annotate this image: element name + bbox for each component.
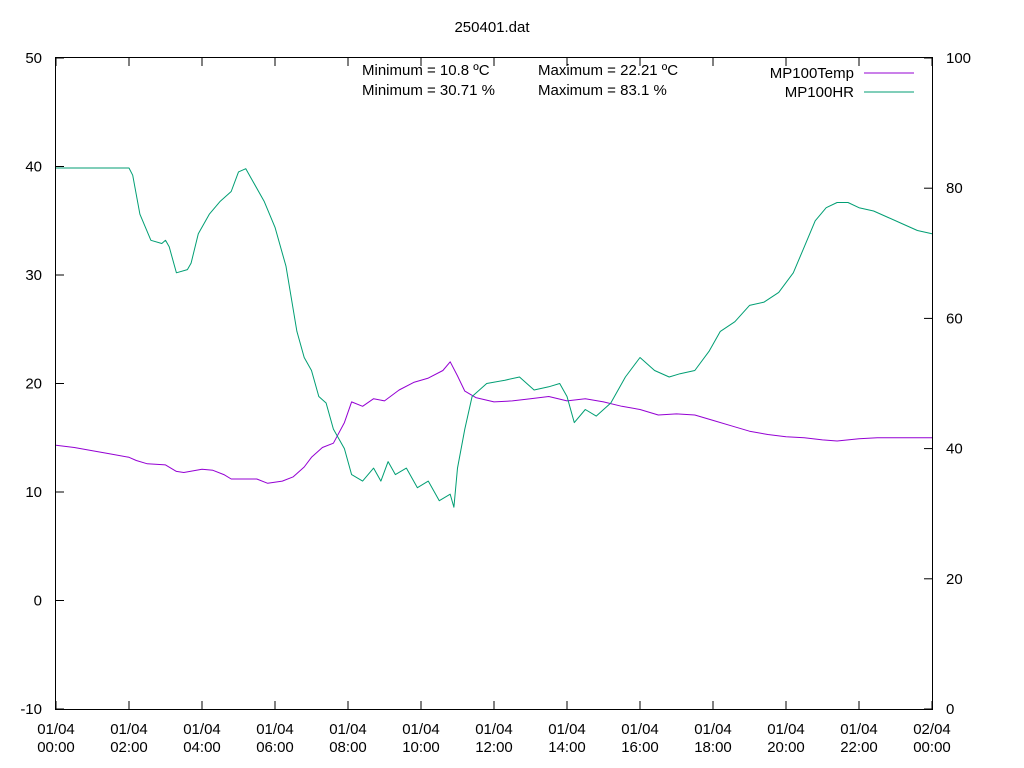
x-tick-label-time: 00:00 [913,739,951,756]
x-tick-label-date: 01/04 [110,721,148,738]
x-tick-label-date: 01/04 [37,721,75,738]
y-right-tick-label: 0 [946,701,954,718]
x-tick-label-date: 02/04 [913,721,951,738]
x-tick-label-time: 12:00 [475,739,513,756]
x-tick-label-time: 10:00 [402,739,440,756]
x-tick-label-date: 01/04 [548,721,586,738]
x-tick-label-time: 06:00 [256,739,294,756]
annotation-temp-min: Minimum = 10.8 ºC [362,62,490,79]
x-tick-label-time: 22:00 [840,739,878,756]
x-tick-label-time: 08:00 [329,739,367,756]
annotation-hr-max: Maximum = 83.1 % [538,82,667,99]
y-right-tick-label: 40 [946,441,963,458]
y-right-tick-label: 100 [946,50,971,67]
series-layer [55,167,933,508]
series-line-mp100hr [56,167,933,508]
x-tick-label-time: 00:00 [37,739,75,756]
legend-label-hr: MP100HR [785,84,854,101]
y-left-tick-label: 10 [25,484,42,501]
x-tick-label-date: 01/04 [329,721,367,738]
ticks-layer: -100102030405002040608010001/0400:0001/0… [20,50,971,756]
y-right-tick-label: 20 [946,571,963,588]
x-tick-label-date: 01/04 [840,721,878,738]
x-tick-label-time: 04:00 [183,739,221,756]
x-tick-label-date: 01/04 [183,721,221,738]
y-left-tick-label: 0 [34,593,42,610]
x-tick-label-date: 01/04 [256,721,294,738]
y-right-tick-label: 60 [946,310,963,327]
x-tick-label-date: 01/04 [402,721,440,738]
y-left-tick-label: 30 [25,267,42,284]
y-right-tick-label: 80 [946,180,963,197]
x-tick-label-time: 14:00 [548,739,586,756]
y-left-tick-label: 40 [25,159,42,176]
legend-label-temp: MP100Temp [770,65,854,82]
series-line-mp100temp [55,361,932,484]
y-left-tick-label: -10 [20,701,42,718]
x-tick-label-time: 20:00 [767,739,805,756]
x-tick-label-time: 18:00 [694,739,732,756]
x-tick-label-date: 01/04 [694,721,732,738]
y-left-tick-label: 50 [25,50,42,67]
annotation-hr-min: Minimum = 30.71 % [362,82,495,99]
x-tick-label-date: 01/04 [767,721,805,738]
y-left-tick-label: 20 [25,376,42,393]
plot-frame [55,57,933,710]
chart-title: 250401.dat [454,19,530,36]
x-tick-label-date: 01/04 [475,721,513,738]
x-tick-label-time: 02:00 [110,739,148,756]
x-tick-label-time: 16:00 [621,739,659,756]
x-tick-label-date: 01/04 [621,721,659,738]
legend: MP100Temp MP100HR [770,65,914,101]
annotation-temp-max: Maximum = 22.21 ºC [538,62,678,79]
